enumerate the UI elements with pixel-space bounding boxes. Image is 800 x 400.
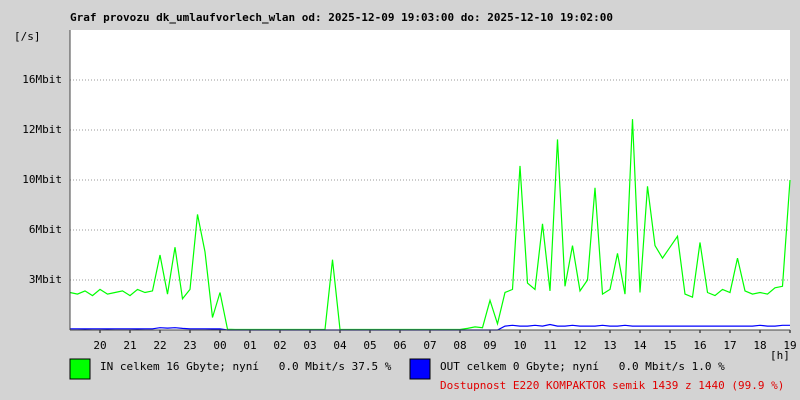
x-tick-label: 00 xyxy=(213,339,226,352)
x-tick-label: 05 xyxy=(363,339,376,352)
x-tick-label: 12 xyxy=(573,339,586,352)
x-tick-label: 22 xyxy=(153,339,166,352)
x-tick-label: 16 xyxy=(693,339,706,352)
x-tick-label: 04 xyxy=(333,339,347,352)
x-tick-label: 19 xyxy=(783,339,796,352)
x-tick-label: 07 xyxy=(423,339,436,352)
legend-swatch xyxy=(69,358,91,380)
x-tick-label: 09 xyxy=(483,339,496,352)
legend-swatch xyxy=(409,358,431,380)
x-tick-label: 03 xyxy=(303,339,316,352)
x-tick-label: 17 xyxy=(723,339,736,352)
y-tick-label: 12Mbit xyxy=(22,123,62,136)
y-axis-label: [/s] xyxy=(14,30,41,43)
x-axis-label: [h] xyxy=(770,349,790,362)
x-tick-label: 11 xyxy=(543,339,556,352)
x-tick-label: 02 xyxy=(273,339,286,352)
x-tick-label: 06 xyxy=(393,339,406,352)
x-tick-label: 20 xyxy=(93,339,106,352)
chart-title: Graf provozu dk_umlaufvorlech_wlan od: 2… xyxy=(70,11,613,24)
y-tick-label: 10Mbit xyxy=(22,173,62,186)
x-tick-label: 21 xyxy=(123,339,136,352)
x-tick-label: 18 xyxy=(753,339,766,352)
legend-label: OUT celkem 0 Gbyte; nyní 0.0 Mbit/s 1.0 … xyxy=(440,360,725,373)
x-tick-label: 15 xyxy=(663,339,676,352)
y-tick-label: 16Mbit xyxy=(22,73,62,86)
x-tick-label: 13 xyxy=(603,339,616,352)
x-tick-label: 10 xyxy=(513,339,526,352)
x-tick-label: 08 xyxy=(453,339,466,352)
x-tick-label: 14 xyxy=(633,339,647,352)
x-tick-label: 23 xyxy=(183,339,196,352)
availability-note: Dostupnost E220 KOMPAKTOR semik 1439 z 1… xyxy=(440,379,784,392)
x-tick-label: 01 xyxy=(243,339,256,352)
y-tick-label: 6Mbit xyxy=(29,223,62,236)
legend-label: IN celkem 16 Gbyte; nyní 0.0 Mbit/s 37.5… xyxy=(100,360,392,373)
y-tick-label: 3Mbit xyxy=(29,273,62,286)
